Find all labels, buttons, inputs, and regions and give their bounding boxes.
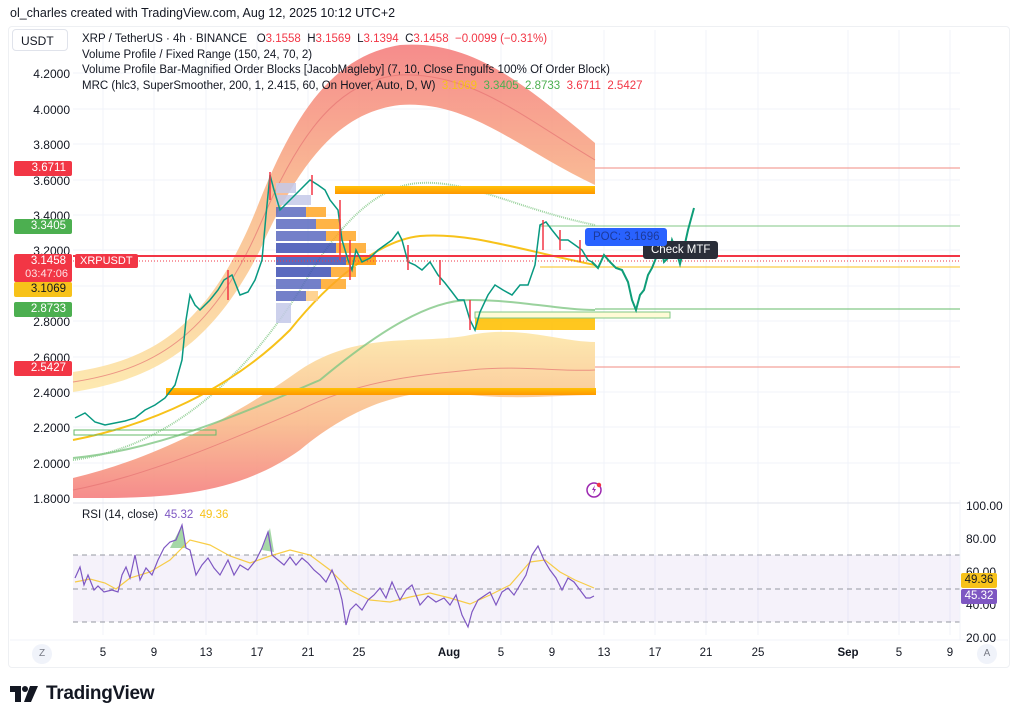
- price-tick: 2.8000: [33, 315, 70, 329]
- low-value: 3.1394: [363, 33, 399, 45]
- price-tick: 4.2000: [33, 67, 70, 81]
- price-tag-mrc-upper-inner: 3.3405: [14, 219, 72, 234]
- time-tick: 9: [548, 647, 556, 659]
- mrc-upper-band: [73, 44, 595, 393]
- forecast-path: [591, 207, 695, 314]
- close-value: 3.1458: [413, 33, 449, 45]
- price-tick: 3.6000: [33, 174, 70, 188]
- rsi-ma-tag: 49.36: [961, 573, 997, 588]
- open-label: O: [256, 33, 266, 45]
- indicator-order-blocks[interactable]: Volume Profile Bar-Magnified Order Block…: [82, 64, 610, 76]
- mrc-lower-band: [73, 331, 595, 499]
- zoom-button[interactable]: Z: [32, 644, 52, 664]
- order-block-mid: [475, 318, 595, 330]
- mrc-upper-inner: [72, 181, 596, 461]
- price-tag-mrc-mean: 3.1069: [14, 282, 72, 297]
- order-block-upper: [335, 186, 595, 194]
- mrc-upper-inner-value: 3.3405: [483, 79, 519, 92]
- last-price-value: 3.1458: [30, 255, 66, 267]
- down-candles: [227, 172, 581, 330]
- price-tag-mrc-upper-outer: 3.6711: [14, 161, 72, 176]
- time-tick: 9: [150, 647, 158, 659]
- last-price-tag: 3.1458 03:47:06: [14, 254, 72, 282]
- rsi-ma-value: 49.36: [199, 509, 229, 521]
- auto-scale-button[interactable]: A: [977, 644, 997, 664]
- rsi-label: RSI (14, close): [82, 509, 159, 521]
- time-tick: 5: [99, 647, 107, 659]
- indicator-mrc[interactable]: MRC (hlc3, SuperSmoother, 200, 1, 2.415,…: [82, 79, 643, 95]
- order-block-lower: [166, 388, 596, 395]
- price-tick: 4.0000: [33, 103, 70, 117]
- legend-symbol-row: XRP / TetherUS · 4h · BINANCE O3.1558 H3…: [82, 32, 643, 48]
- time-tick-month: Aug: [437, 647, 461, 659]
- price-tick: 2.2000: [33, 421, 70, 435]
- time-tick: 17: [648, 647, 662, 659]
- rsi-tick: 20.00: [966, 631, 997, 645]
- price-tick: 1.8000: [33, 492, 70, 506]
- brand-name: TradingView: [46, 683, 155, 704]
- rsi-value: 45.32: [164, 509, 194, 521]
- poc-callout[interactable]: POC: 3.1696: [585, 228, 668, 246]
- time-tick: 25: [352, 647, 366, 659]
- symbol-price-label: XRPUSDT: [75, 254, 138, 268]
- price-tag-mrc-lower-inner: 2.8733: [14, 302, 72, 317]
- time-tick: 21: [301, 647, 315, 659]
- lightning-alert-icon[interactable]: [585, 480, 603, 498]
- symbol-label[interactable]: XRP / TetherUS · 4h · BINANCE: [82, 33, 248, 45]
- time-tick: 17: [250, 647, 264, 659]
- price-tick: 2.4000: [33, 386, 70, 400]
- rsi-line: [74, 522, 595, 629]
- change-value: −0.0099 (−0.31%): [455, 33, 548, 45]
- time-tick: 13: [199, 647, 213, 659]
- price-tick: 3.8000: [33, 138, 70, 152]
- time-tick: 5: [895, 647, 903, 659]
- close-label: C: [405, 33, 414, 45]
- tradingview-logo[interactable]: TradingView: [10, 683, 155, 705]
- open-value: 3.1558: [265, 33, 301, 45]
- low-label: L: [357, 33, 364, 45]
- high-label: H: [307, 33, 316, 45]
- chart-frame: [8, 26, 1010, 668]
- chart-legend: XRP / TetherUS · 4h · BINANCE O3.1558 H3…: [82, 32, 643, 94]
- rsi-legend[interactable]: RSI (14, close) 45.32 49.36: [82, 509, 228, 521]
- time-tick: 21: [699, 647, 713, 659]
- high-value: 3.1569: [315, 33, 351, 45]
- mrc-mean-value: 3.1069: [441, 79, 478, 92]
- tradingview-logo-icon: [10, 686, 38, 702]
- mrc-lower-outer-value: 2.5427: [607, 79, 643, 92]
- mrc-lower-inner: [72, 298, 596, 459]
- time-tick-month: Sep: [837, 647, 859, 659]
- mrc-lower-inner-value: 2.8733: [525, 79, 561, 92]
- currency-button[interactable]: USDT: [12, 29, 68, 51]
- rsi-tick: 100.00: [966, 499, 1003, 513]
- price-tick: 2.0000: [33, 457, 70, 471]
- time-tick: 25: [751, 647, 765, 659]
- rsi-value-tag: 45.32: [961, 589, 997, 604]
- bar-countdown: 03:47:06: [25, 268, 68, 280]
- mrc-upper-outer-value: 3.6711: [566, 79, 601, 92]
- price-tag-mrc-lower-outer: 2.5427: [14, 361, 72, 376]
- time-tick: 5: [497, 647, 505, 659]
- mrc-label: MRC (hlc3, SuperSmoother, 200, 1, 2.415,…: [82, 79, 436, 92]
- rsi-tick: 80.00: [966, 532, 997, 546]
- time-tick: 9: [946, 647, 954, 659]
- indicator-volume-profile[interactable]: Volume Profile / Fixed Range (150, 24, 7…: [82, 48, 313, 61]
- time-tick: 13: [597, 647, 611, 659]
- attribution-text: ol_charles created with TradingView.com,…: [10, 6, 396, 20]
